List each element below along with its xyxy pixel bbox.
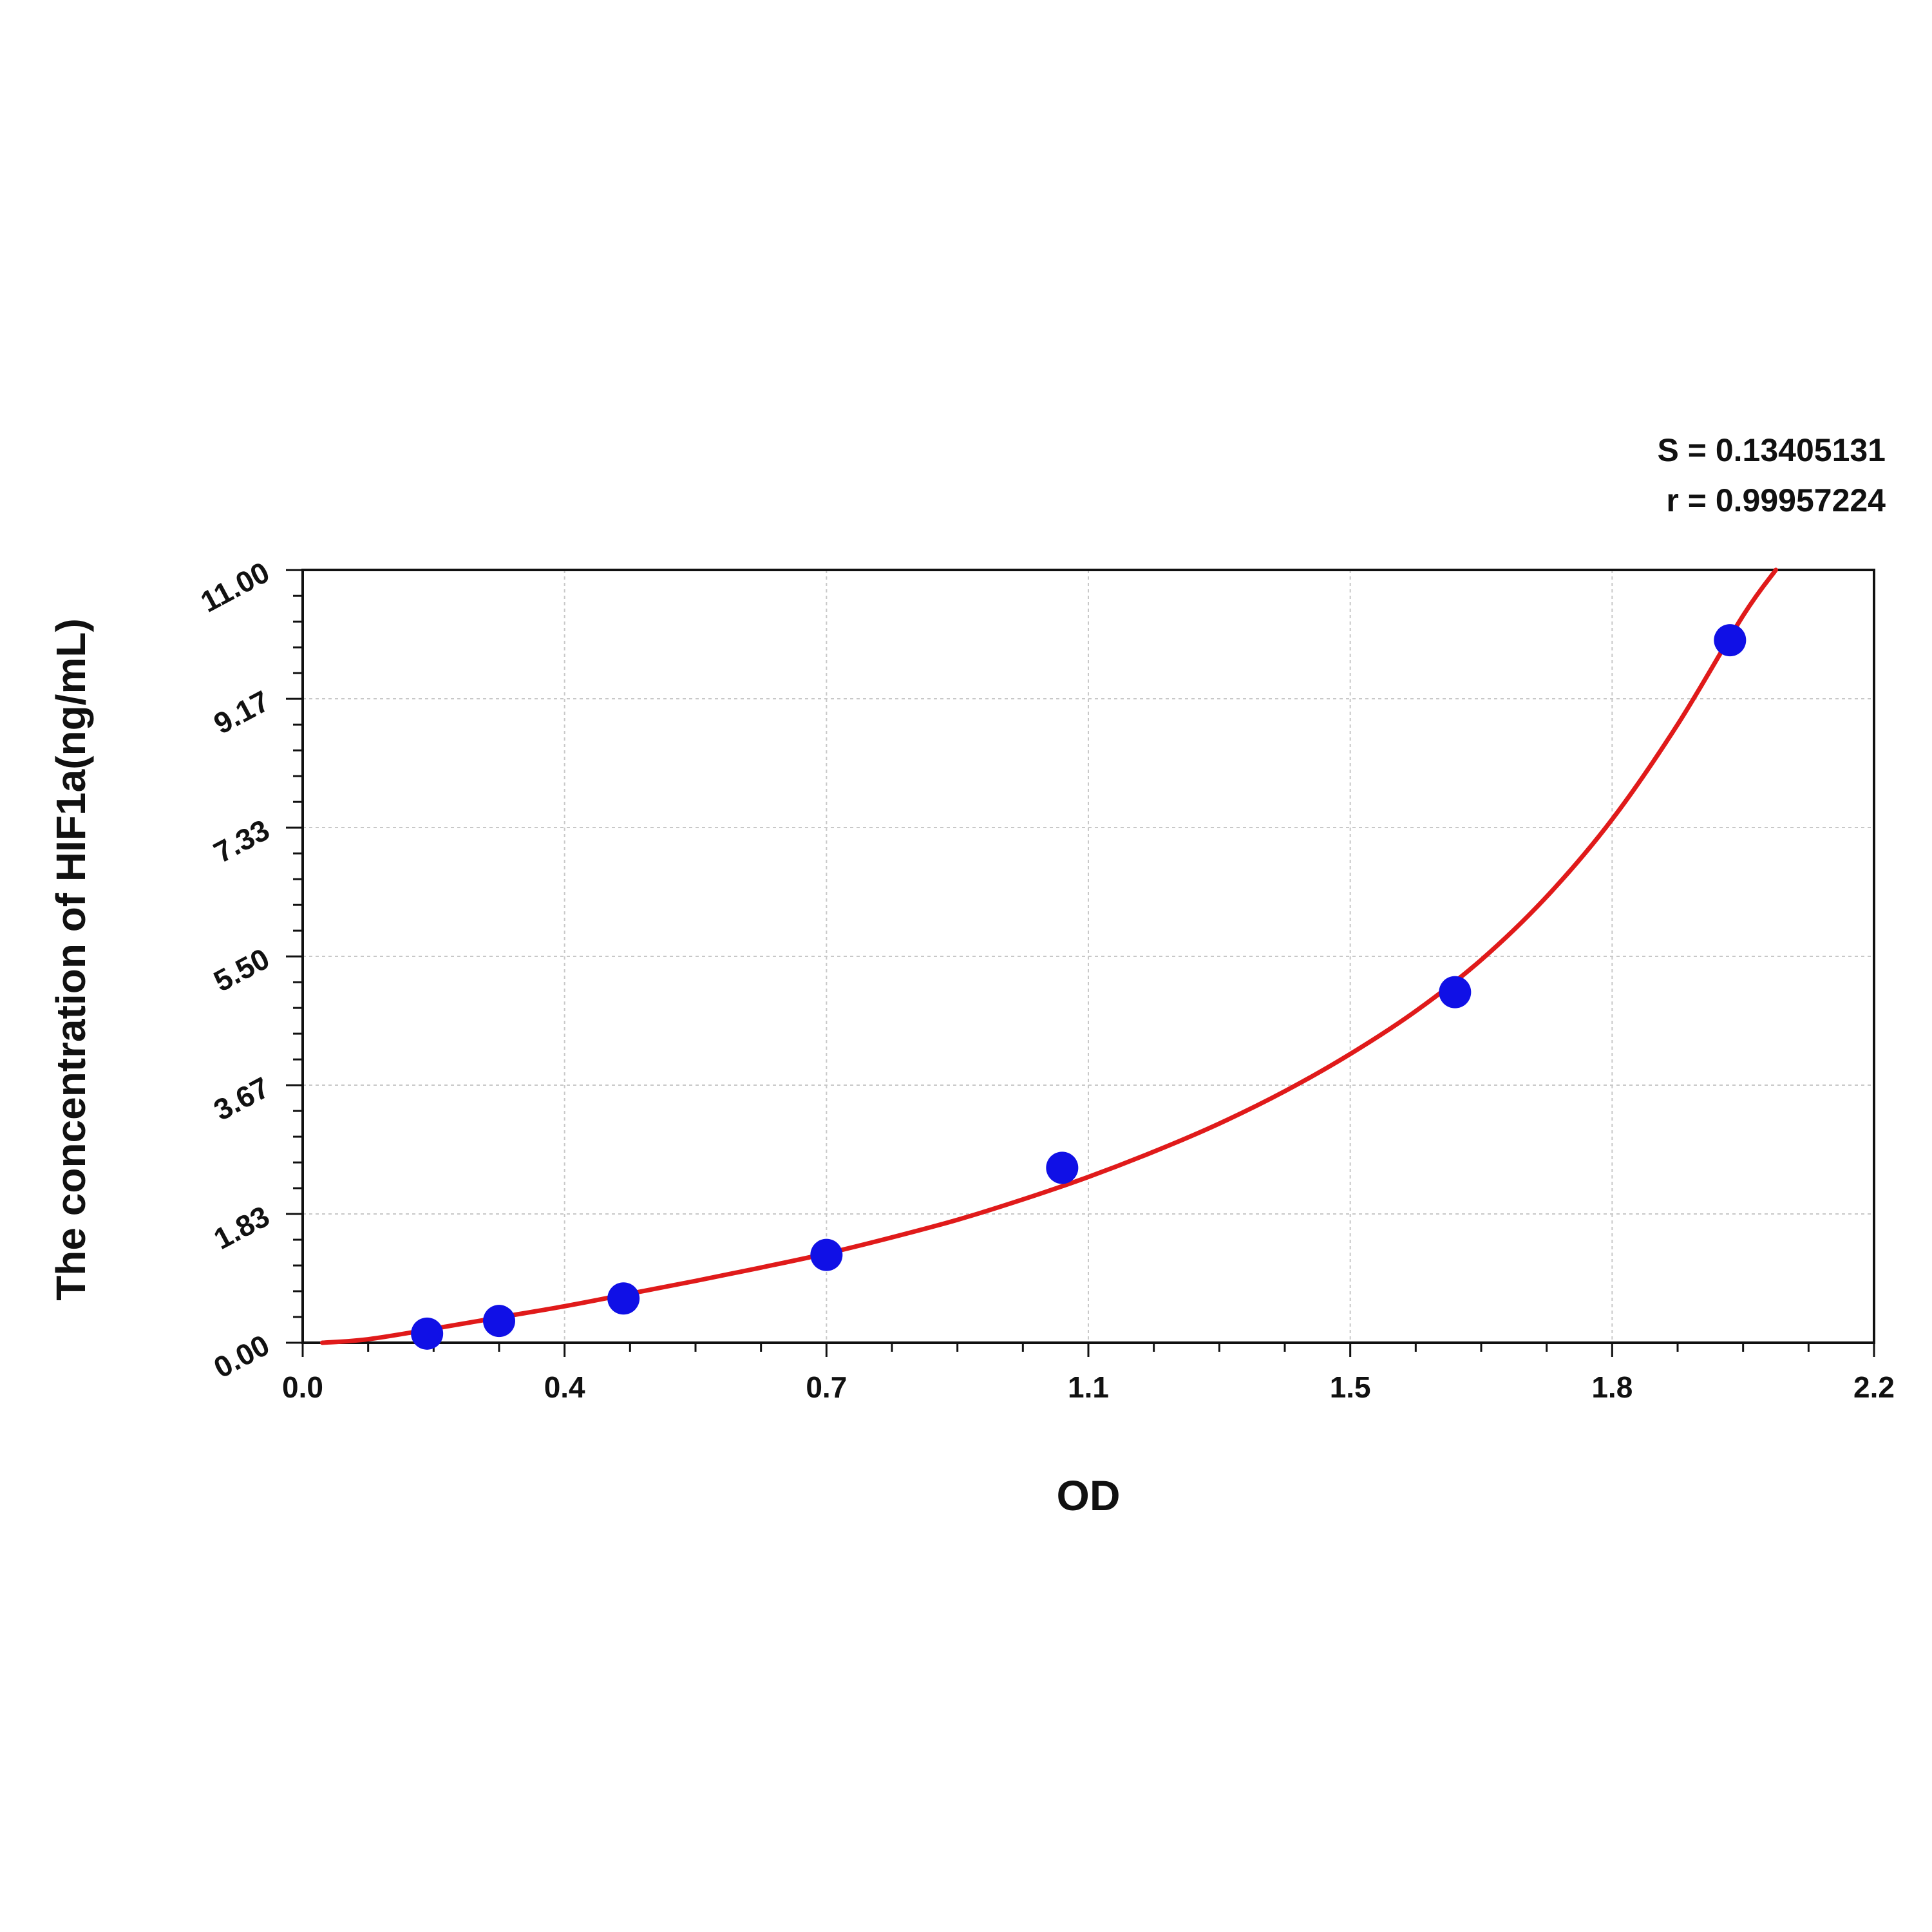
grid [303,570,1874,1343]
r-statistic: r = 0.99957224 [1666,482,1886,518]
y-tick-labels: 0.00 1.83 3.67 5.50 7.33 9.17 11.00 [195,555,275,1385]
x-tick-label: 1.5 [1330,1370,1371,1404]
data-point [411,1317,444,1350]
fit-curve [320,567,1778,1345]
data-points [411,624,1747,1350]
x-axis-title: OD [1057,1472,1121,1519]
y-tick-label: 1.83 [208,1199,274,1256]
data-point [483,1305,515,1338]
data-point [1714,624,1747,657]
y-tick-label: 0.00 [208,1328,274,1385]
y-tick-label: 11.00 [195,555,275,619]
data-point [607,1282,640,1315]
x-tick-label: 1.8 [1591,1370,1633,1404]
data-point [810,1238,843,1271]
x-tick-label: 0.0 [282,1370,323,1404]
x-tick-labels: 0.0 0.4 0.7 1.1 1.5 1.8 2.2 [282,1370,1895,1404]
data-point [1046,1151,1079,1184]
data-point [1439,976,1472,1009]
y-tick-label: 9.17 [208,684,274,741]
y-axis-title: The concentration of HIF1a(ng/mL) [48,618,94,1301]
x-tick-label: 2.2 [1853,1370,1895,1404]
s-statistic: S = 0.13405131 [1657,432,1886,468]
y-tick-label: 7.33 [208,813,274,869]
x-tick-label: 1.1 [1068,1370,1109,1404]
x-tick-label: 0.7 [806,1370,847,1404]
axis-ticks [286,569,1875,1357]
y-tick-label: 5.50 [208,942,274,998]
x-tick-label: 0.4 [544,1370,585,1404]
y-tick-label: 3.67 [208,1070,274,1127]
